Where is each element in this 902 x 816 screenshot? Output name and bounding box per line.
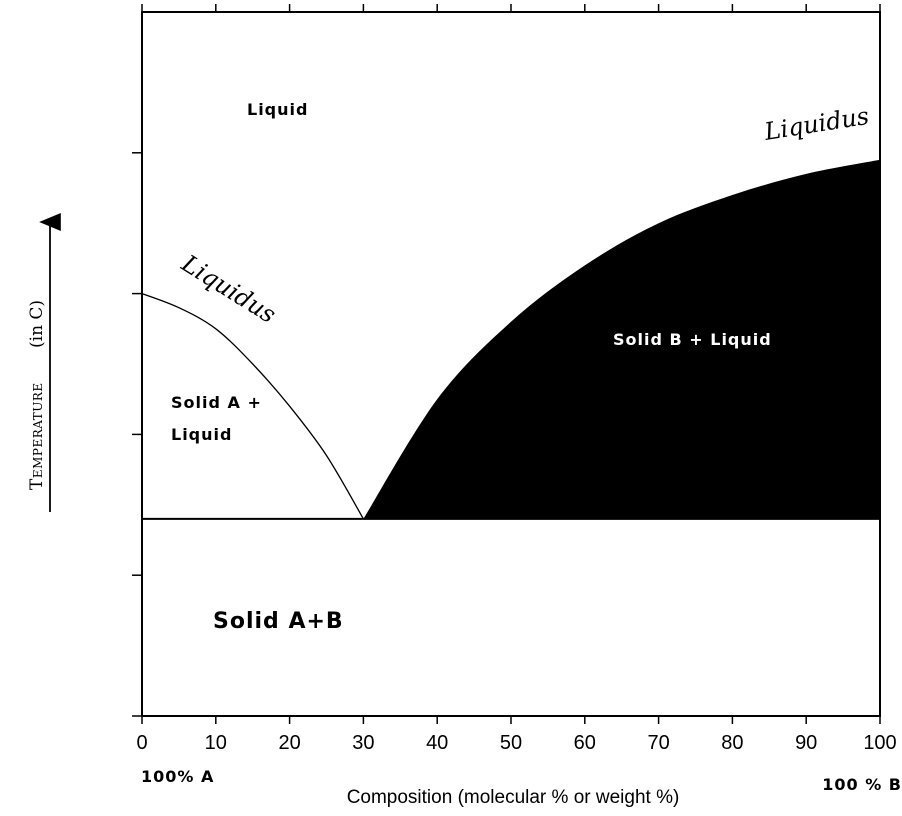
label-liquidus-right: Liquidus bbox=[762, 102, 871, 146]
x-axis-tick-labels: 0 10 20 30 40 50 60 70 80 90 100 bbox=[136, 732, 896, 754]
x-tick-label: 10 bbox=[205, 732, 227, 754]
x-tick-label: 30 bbox=[352, 732, 374, 754]
x-axis-label: Composition (molecular % or weight %) bbox=[347, 787, 680, 808]
y-axis-label: Temperature (in C) bbox=[27, 300, 47, 490]
x-tick-label: 60 bbox=[574, 732, 596, 754]
y-axis-ticks bbox=[132, 152, 142, 717]
x-tick-label: 0 bbox=[136, 732, 147, 754]
label-liquidus-left: Liquidus bbox=[176, 249, 281, 329]
solid-b-liquid-region bbox=[363, 159, 880, 519]
label-solid-a-liquid-line1: Solid A + bbox=[171, 393, 262, 412]
x-tick-label: 90 bbox=[795, 732, 817, 754]
x-tick-label: 20 bbox=[278, 732, 300, 754]
x-tick-label: 80 bbox=[721, 732, 743, 754]
label-solid-a-liquid-line2: Liquid bbox=[171, 425, 232, 444]
label-solid-b-liquid: Solid B + Liquid bbox=[613, 330, 772, 349]
label-liquid: Liquid bbox=[247, 100, 308, 119]
x-axis-ticks-bottom bbox=[141, 716, 881, 724]
liquidus-curve-a bbox=[141, 292, 364, 520]
x-tick-label: 70 bbox=[647, 732, 669, 754]
x-tick-label: 100 bbox=[863, 732, 896, 754]
y-axis-label-unit: (in C) bbox=[27, 300, 47, 348]
x-axis-ticks-top bbox=[141, 4, 881, 12]
x-tick-label: 40 bbox=[426, 732, 448, 754]
y-axis-label-temperature: Temperature bbox=[27, 382, 47, 490]
x-tick-label: 50 bbox=[500, 732, 522, 754]
label-100-percent-a: 100% A bbox=[141, 767, 214, 786]
label-100-percent-b: 100 % B bbox=[822, 775, 902, 794]
label-solid-ab: Solid A+B bbox=[213, 609, 344, 634]
